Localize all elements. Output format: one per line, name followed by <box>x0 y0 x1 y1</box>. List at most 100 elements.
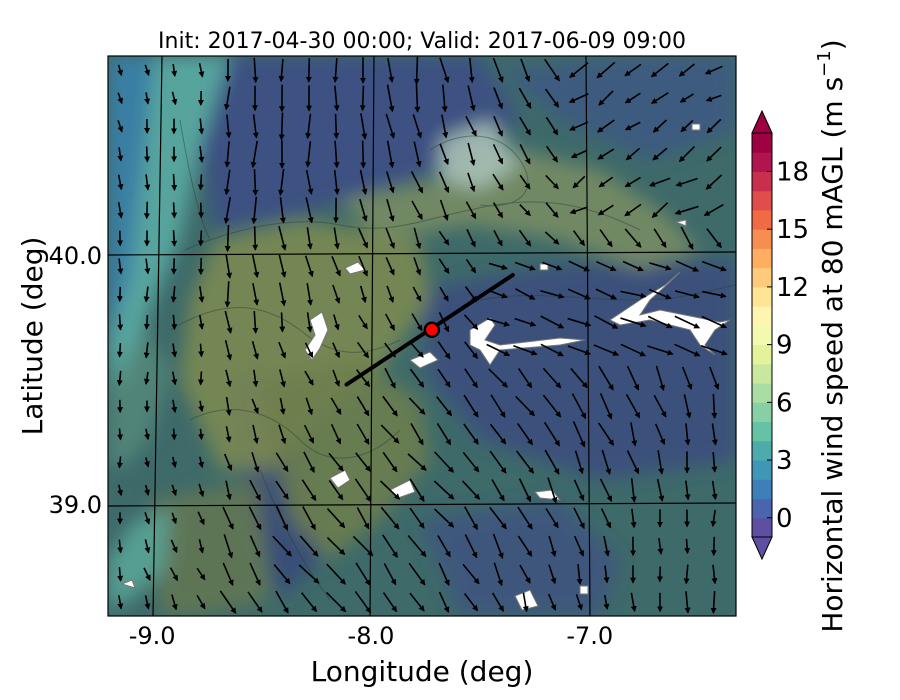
wind-arrow <box>222 562 234 586</box>
wind-arrow <box>680 119 694 133</box>
wind-arrow <box>382 395 398 417</box>
wind-speed-map <box>108 56 736 616</box>
wind-arrow <box>407 453 427 471</box>
wind-arrow <box>333 169 340 195</box>
wind-arrow <box>333 113 340 140</box>
wind-arrow <box>706 118 722 134</box>
wind-arrow <box>358 314 368 330</box>
wind-arrow <box>438 591 450 614</box>
wind-arrow <box>278 424 287 445</box>
wind-arrow <box>571 393 587 420</box>
wind-arrow <box>683 394 692 419</box>
graticule <box>108 56 736 616</box>
wind-arrow <box>596 119 615 133</box>
wind-arrow <box>197 511 205 526</box>
wind-arrow <box>382 534 398 559</box>
wind-arrow <box>490 394 506 418</box>
wind-arrow <box>333 314 340 331</box>
wind-arrow <box>272 535 292 557</box>
wind-arrow <box>386 84 395 113</box>
wind-arrow <box>225 114 232 139</box>
wind-arrow <box>545 202 559 218</box>
wind-arrow <box>679 93 694 103</box>
wind-arrow <box>706 146 722 162</box>
wind-arrow <box>599 229 613 248</box>
wind-arrow <box>710 590 717 614</box>
terrain-shading <box>108 56 736 616</box>
wind-arrow <box>573 507 585 530</box>
wind-arrow <box>278 341 287 359</box>
wind-arrow <box>542 394 562 418</box>
wind-arrow <box>356 423 370 445</box>
wind-arrow <box>599 478 613 503</box>
colorbar-bin <box>752 286 772 307</box>
map-frame <box>107 55 737 617</box>
wind-arrow <box>519 564 531 584</box>
wind-arrow <box>674 290 701 299</box>
wind-arrow <box>249 479 261 501</box>
wind-arrow <box>463 394 479 418</box>
wind-arrow <box>198 118 205 135</box>
wind-arrow <box>386 140 395 169</box>
wind-arrow <box>489 423 507 445</box>
wind-arrow <box>491 592 505 612</box>
wind-arrow <box>573 479 585 502</box>
wind-arrow <box>326 563 346 585</box>
wind-arrow <box>144 511 151 525</box>
wind-arrow <box>251 254 260 279</box>
wind-arrow <box>492 144 504 165</box>
wind-arrow <box>279 197 286 224</box>
wind-arrow <box>305 58 312 83</box>
wind-arrow <box>674 343 701 357</box>
wind-arrow <box>279 312 286 333</box>
wind-arrow <box>465 258 477 274</box>
wind-arrow <box>437 341 451 360</box>
wind-arrow <box>603 535 610 557</box>
wind-arrow <box>196 594 206 610</box>
wind-arrow <box>143 567 151 582</box>
wind-arrow <box>544 449 560 475</box>
wind-arrow <box>197 371 204 386</box>
wind-arrow <box>597 204 614 216</box>
colorbar-bin <box>752 133 772 153</box>
wind-arrow <box>683 564 690 585</box>
wind-arrow <box>544 88 560 108</box>
wind-arrow <box>223 453 233 471</box>
colorbar-bin <box>752 190 772 211</box>
wind-arrow <box>519 174 531 190</box>
wind-arrow <box>437 368 451 388</box>
colorbar-bin <box>752 267 772 288</box>
wind-arrow <box>515 288 536 300</box>
wind-arrow <box>542 367 562 389</box>
wind-arrow <box>279 397 286 415</box>
wind-arrow <box>225 369 232 388</box>
wind-arrow <box>519 144 531 165</box>
colorbar-bin <box>752 517 772 538</box>
wind-arrow <box>620 290 647 299</box>
wind-arrow <box>170 539 178 554</box>
wind-arrow <box>333 85 340 112</box>
wind-arrow <box>517 367 533 389</box>
wind-arrow <box>652 147 668 161</box>
wind-arrow <box>574 450 584 475</box>
wind-arrow <box>710 509 717 528</box>
wind-arrow <box>411 200 423 221</box>
wind-arrow <box>544 58 560 82</box>
colorbar-extend-min <box>751 536 773 561</box>
wind-arrow <box>144 539 151 554</box>
colorbar-bin <box>752 152 772 172</box>
wind-arrow <box>305 113 312 140</box>
wind-arrow <box>252 283 260 306</box>
wind-arrow <box>540 343 564 357</box>
wind-arrow <box>569 206 588 215</box>
wind-arrow <box>519 116 531 136</box>
colorbar-bin <box>752 248 772 269</box>
wind-arrow <box>198 428 204 441</box>
wind-arrow <box>709 366 720 390</box>
wind-arrow <box>171 202 178 219</box>
wind-arrow <box>573 535 585 557</box>
wind-arrow <box>657 450 665 475</box>
wind-arrow <box>198 483 205 498</box>
wind-arrow <box>408 562 426 586</box>
wind-arrow <box>438 230 450 246</box>
